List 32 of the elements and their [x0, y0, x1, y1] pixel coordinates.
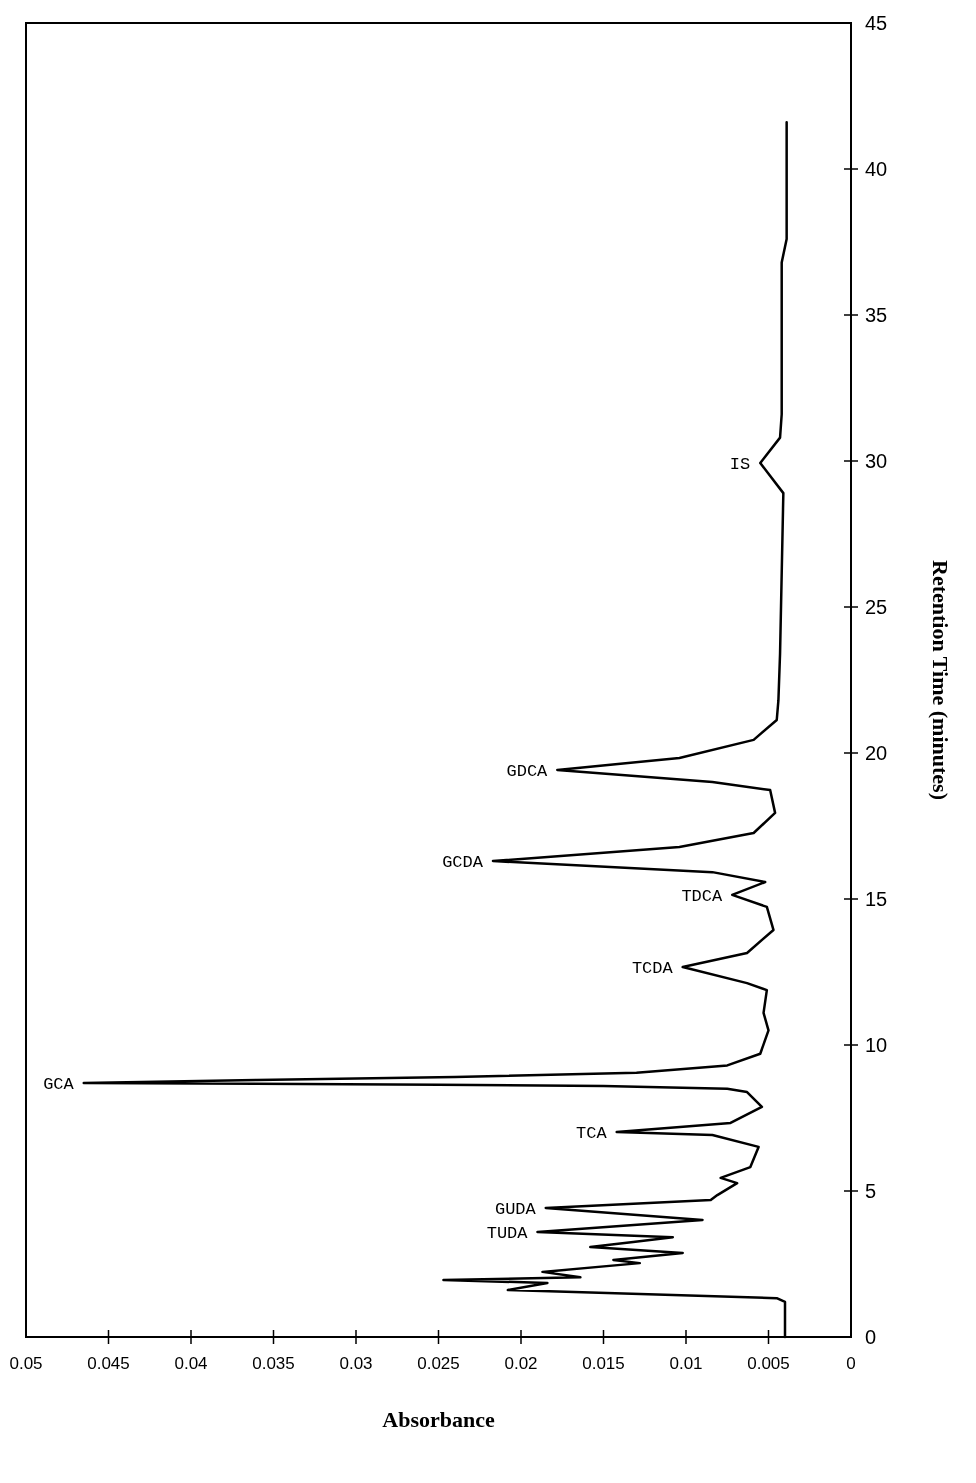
annotation: GDCA	[506, 761, 549, 781]
x-tick-label: 0.045	[87, 1354, 130, 1373]
x-tick-label: 0.005	[747, 1354, 790, 1373]
y-tick-label: 25	[865, 596, 888, 618]
x-tick-label: 0.03	[339, 1354, 373, 1373]
annotation: TUDA	[486, 1223, 529, 1243]
annotation: GCA	[43, 1074, 75, 1094]
y-tick-label: 15	[865, 888, 888, 910]
annotation: GCDA	[442, 852, 484, 872]
y-tick-label: 40	[865, 158, 888, 180]
annotation: TCA	[576, 1123, 608, 1143]
annotation: TCDA	[631, 958, 674, 978]
y-axis-title: Retention Time (minutes)	[928, 560, 953, 800]
y-tick-label: 10	[865, 1034, 888, 1056]
x-tick-label: 0.025	[417, 1354, 460, 1373]
annotation: GUDA	[494, 1199, 537, 1219]
x-tick-label: 0	[846, 1354, 856, 1373]
annotation: IS	[729, 454, 751, 474]
x-tick-label: 0.04	[174, 1354, 208, 1373]
y-tick-label: 0	[865, 1326, 877, 1348]
y-tick-label: 35	[865, 304, 888, 326]
x-tick-label: 0.01	[669, 1354, 703, 1373]
y-tick-label: 5	[865, 1180, 877, 1202]
x-axis-title: Absorbance	[382, 1407, 495, 1432]
y-tick-label: 20	[865, 742, 888, 764]
y-tick-label: 30	[865, 450, 888, 472]
x-tick-label: 0.05	[9, 1354, 43, 1373]
x-tick-label: 0.015	[582, 1354, 625, 1373]
annotation: TDCA	[681, 886, 723, 906]
x-tick-label: 0.02	[504, 1354, 538, 1373]
x-tick-label: 0.035	[252, 1354, 295, 1373]
y-tick-label: 45	[865, 12, 888, 34]
